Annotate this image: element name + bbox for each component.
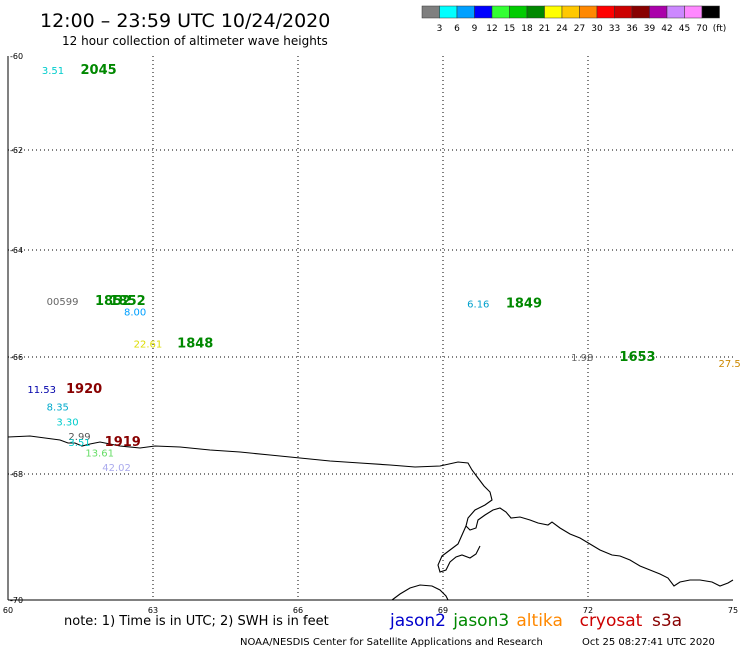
legend-label: 21: [539, 24, 550, 34]
observation-height-label: 8.35: [47, 403, 69, 414]
legend-label: 27: [574, 24, 585, 34]
observation-height-label: 11.53: [27, 385, 56, 396]
latitude-tick-label: -70: [10, 596, 23, 605]
latitude-tick-label: -64: [10, 246, 23, 255]
latitude-tick-label: -66: [10, 353, 23, 362]
legend-swatch: [631, 5, 650, 19]
antarctic-coastline: [7, 435, 734, 601]
observation-time-label: 1849: [506, 297, 542, 312]
observation-height-label: 1.98: [571, 353, 593, 364]
observation-height-label: 3.30: [56, 417, 78, 428]
longitude-tick-label: 69: [438, 606, 448, 615]
coastline-inlet-path: [437, 525, 481, 573]
satellite-legend: jason2 jason3 altika cryosat s3a: [389, 611, 682, 631]
legend-swatch: [509, 5, 528, 19]
longitude-tick-label: 66: [293, 606, 303, 615]
observation-height-label: 2.99: [68, 432, 90, 443]
legend-swatch: [596, 5, 615, 19]
legend-label: 15: [504, 24, 515, 34]
observation-time-label: 1653: [619, 350, 655, 365]
legend-swatch: [684, 5, 703, 19]
color-scale-legend: 3 6 9 12 15 18 21 24 27 30 33 36 39 42 45 70 (ft): [421, 5, 727, 34]
footer-timestamp: Oct 25 08:27:41 UTC 2020: [582, 637, 715, 648]
legend-swatch: [614, 5, 633, 19]
legend-label: 70: [696, 24, 708, 34]
legend-label: 18: [521, 24, 533, 34]
observation-time-label: 1919: [105, 435, 141, 450]
legend-label: 39: [644, 24, 656, 34]
longitude-tick-label: 72: [583, 606, 593, 615]
longitude-tick-label: 63: [148, 606, 158, 615]
observation-height-label: 3.51: [42, 66, 64, 77]
latitude-tick-label: -62: [10, 146, 23, 155]
satellite-name: jason3: [452, 611, 509, 631]
map-title: 12:00 – 23:59 UTC 10/24/2020: [40, 10, 330, 32]
legend-label: 42: [661, 24, 672, 34]
latitude-tick-label: -60: [10, 52, 23, 61]
observation-height-label: 42.02: [102, 463, 131, 474]
observation-height-label: 3.51: [68, 438, 90, 449]
legend-label: 24: [556, 24, 568, 34]
observation-time-label: 1852: [110, 294, 146, 309]
legend-swatch: [474, 5, 493, 19]
legend-label: 33: [609, 24, 620, 34]
observation-height-label: 6.16: [467, 300, 489, 311]
legend-label: 3: [437, 24, 443, 34]
satellite-name: altika: [516, 611, 563, 631]
legend-label: (ft): [713, 24, 727, 34]
coastline-path: [7, 435, 734, 587]
legend-swatch: [666, 5, 685, 19]
map-frame: [7, 56, 733, 601]
legend-swatch: [649, 5, 668, 19]
legend-label: 12: [486, 24, 497, 34]
legend-swatch: [701, 5, 720, 19]
satellite-name: jason2: [389, 611, 446, 631]
legend-label: 45: [679, 24, 690, 34]
graticule: 60 63 66 69 72 75 -60 -62 -64 -66 -68 -70: [3, 52, 738, 615]
legend-label: 6: [454, 24, 460, 34]
observation-height-label: 13.61: [85, 448, 114, 459]
observation-time-label: 1852: [95, 294, 131, 309]
map-subtitle: 12 hour collection of altimeter wave hei…: [62, 34, 328, 48]
footer-credit: NOAA/NESDIS Center for Satellite Applica…: [240, 637, 543, 648]
observation-time-label: 1848: [177, 337, 213, 352]
satellite-name: s3a: [652, 611, 682, 631]
observation-time-label: 2045: [81, 63, 117, 78]
satellite-name: cryosat: [580, 611, 643, 631]
footer-note: note: 1) Time is in UTC; 2) SWH is in fe…: [64, 614, 329, 629]
observation-height-label: 8.00: [124, 308, 146, 319]
legend-swatch: [439, 5, 458, 19]
legend-swatch: [421, 5, 440, 19]
latitude-tick-label: -68: [10, 470, 23, 479]
observation-height-label: 22.61: [134, 340, 163, 351]
legend-swatch: [544, 5, 563, 19]
observation-height-label: 00599: [47, 297, 79, 308]
legend-swatch: [561, 5, 580, 19]
observation-time-label: 1920: [66, 382, 102, 397]
legend-label: 36: [626, 24, 638, 34]
coastline-bay-path: [391, 584, 449, 601]
legend-swatch: [456, 5, 475, 19]
longitude-tick-label: 60: [3, 606, 13, 615]
legend-swatch: [526, 5, 545, 19]
observation-height-label: 27.51: [719, 359, 740, 370]
legend-swatch: [579, 5, 598, 19]
legend-swatch: [491, 5, 510, 19]
legend-label: 9: [472, 24, 478, 34]
longitude-tick-label: 75: [728, 606, 738, 615]
legend-label: 30: [591, 24, 603, 34]
